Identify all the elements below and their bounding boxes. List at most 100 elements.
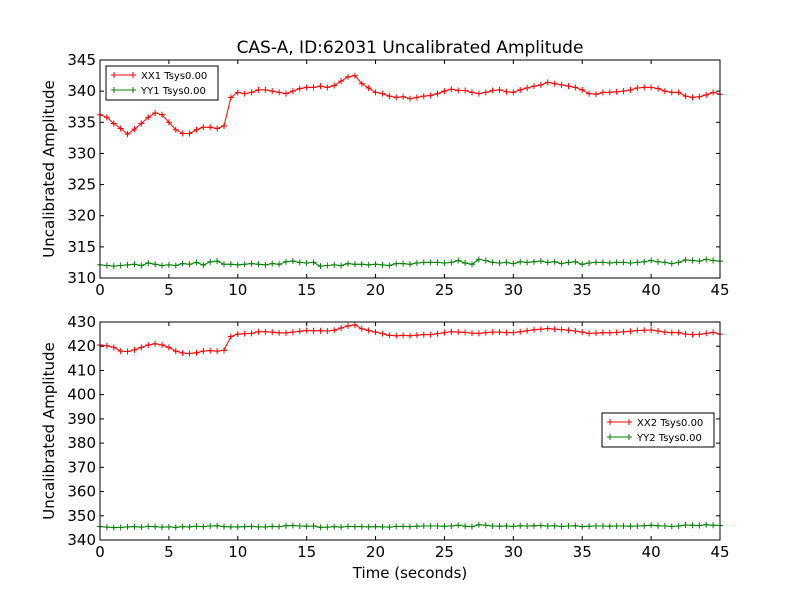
data-point-marker	[441, 260, 448, 267]
y-tick-label: 350	[67, 507, 96, 525]
data-point-marker	[634, 259, 641, 266]
data-point-marker	[248, 330, 255, 337]
data-point-marker	[606, 523, 613, 530]
data-point-marker	[345, 260, 351, 267]
data-point-marker	[551, 522, 558, 529]
data-point-marker	[289, 88, 296, 95]
data-point-marker	[296, 85, 303, 92]
data-point-marker	[489, 259, 496, 266]
data-point-marker	[613, 88, 620, 95]
data-point-marker	[172, 126, 179, 133]
data-point-marker	[207, 124, 214, 131]
legend-label: XX1 Tsys0.00	[141, 71, 207, 82]
data-point-marker	[338, 524, 345, 531]
data-point-marker	[379, 261, 386, 268]
data-point-marker	[627, 260, 634, 267]
data-point-marker	[517, 258, 524, 265]
data-point-marker	[345, 73, 351, 80]
data-point-marker	[200, 348, 207, 355]
data-point-marker	[248, 523, 255, 530]
data-point-marker	[462, 329, 469, 336]
axes-frame	[99, 321, 721, 541]
data-point-marker	[606, 329, 613, 336]
data-point-marker	[296, 259, 303, 266]
data-point-marker	[165, 344, 172, 351]
data-point-marker	[482, 89, 489, 96]
data-point-marker	[207, 522, 214, 529]
data-point-marker	[200, 261, 207, 268]
data-point-marker	[331, 327, 338, 334]
data-point-marker	[248, 260, 255, 267]
x-tick-label: 0	[95, 543, 105, 561]
axes-frame	[99, 59, 721, 279]
data-point-marker	[145, 342, 152, 349]
data-point-marker	[234, 89, 241, 96]
data-point-marker	[310, 327, 317, 334]
data-point-marker	[172, 524, 179, 531]
data-point-marker	[324, 524, 331, 531]
y-tick-label: 330	[67, 144, 96, 162]
data-point-marker	[138, 120, 145, 127]
data-point-marker	[448, 86, 455, 93]
data-point-marker	[145, 114, 152, 121]
legend: XX2 Tsys0.00 YY2 Tsys0.00	[601, 412, 715, 448]
data-point-marker	[627, 328, 634, 335]
data-point-marker	[200, 523, 207, 530]
data-point-marker	[627, 86, 634, 93]
data-point-marker	[331, 261, 338, 268]
x-tick-label: 20	[366, 543, 385, 561]
data-point-marker	[393, 94, 400, 101]
data-point-marker	[400, 93, 407, 100]
y-tick-label: 325	[67, 176, 96, 194]
series-yy2	[97, 521, 723, 531]
x-tick-label: 5	[164, 281, 174, 299]
data-point-marker	[331, 523, 338, 530]
data-point-marker	[269, 88, 276, 95]
data-point-marker	[689, 257, 696, 264]
data-point-marker	[496, 260, 503, 267]
data-point-marker	[593, 259, 599, 266]
data-point-marker	[255, 261, 262, 268]
data-point-marker	[655, 258, 661, 265]
data-point-marker	[262, 261, 269, 268]
x-tick-label: 40	[642, 543, 661, 561]
data-point-marker	[117, 262, 124, 269]
data-point-marker	[599, 259, 606, 266]
data-point-marker	[586, 523, 593, 530]
data-point-marker	[227, 333, 234, 340]
data-point-marker	[358, 80, 365, 87]
data-point-marker	[255, 86, 262, 93]
data-point-marker	[655, 85, 661, 92]
data-point-marker	[117, 524, 124, 531]
data-point-marker	[386, 93, 393, 100]
x-tick-label: 10	[228, 543, 247, 561]
data-point-marker	[489, 87, 496, 94]
data-point-marker	[262, 523, 269, 530]
data-point-marker	[386, 262, 393, 269]
data-point-marker	[186, 261, 193, 268]
data-point-marker	[489, 522, 496, 529]
data-point-marker	[668, 89, 675, 96]
data-point-marker	[179, 350, 186, 357]
data-point-marker	[110, 120, 117, 127]
data-point-marker	[124, 131, 131, 138]
data-point-marker	[455, 522, 462, 529]
data-point-marker	[227, 261, 234, 268]
data-point-marker	[496, 523, 503, 530]
data-point-marker	[427, 259, 434, 266]
data-point-marker	[186, 130, 193, 137]
data-point-marker	[193, 259, 200, 266]
data-point-marker	[372, 329, 379, 336]
data-point-marker	[641, 84, 648, 91]
y-tick-label: 390	[67, 410, 96, 428]
data-point-marker	[469, 330, 475, 337]
data-point-marker	[648, 522, 655, 529]
y-tick-label: 360	[67, 483, 96, 501]
data-point-marker	[655, 327, 661, 334]
x-tick-label: 45	[710, 543, 729, 561]
data-point-marker	[565, 83, 572, 90]
data-point-marker	[634, 522, 641, 529]
data-point-marker	[379, 90, 386, 97]
data-point-marker	[283, 522, 289, 529]
data-point-marker	[400, 332, 407, 339]
